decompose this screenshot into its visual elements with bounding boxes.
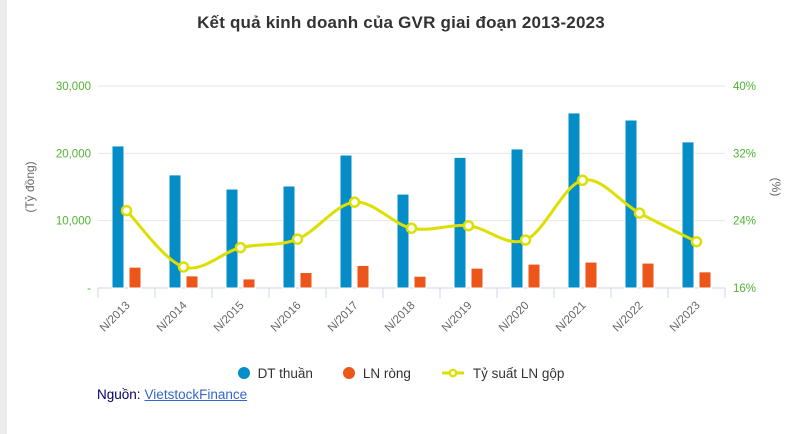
left-axis-title: (Tỷ đồng) bbox=[23, 161, 37, 212]
legend-label-profit: LN ròng bbox=[362, 365, 411, 381]
margin-point bbox=[234, 241, 247, 254]
x-axis-label: N/2016 bbox=[269, 300, 304, 335]
margin-point bbox=[633, 207, 646, 219]
x-axis-label: N/2017 bbox=[326, 300, 361, 335]
profit-bar bbox=[242, 278, 256, 289]
margin-point bbox=[291, 233, 304, 245]
x-axis-label: N/2019 bbox=[440, 300, 475, 335]
left-axis-tick-label: 10,000 bbox=[56, 216, 91, 228]
chart-canvas: 30,000 20,000 10,000 - 40% 32% 24% 16% (Tỷ đồng)… bbox=[23, 81, 783, 335]
margin-point bbox=[348, 196, 361, 208]
chart-title: Kết quả kinh doanh của GVR giai đoạn 201… bbox=[197, 13, 605, 32]
legend-label-revenue: DT thuần bbox=[257, 365, 313, 381]
revenue-bar bbox=[396, 193, 410, 289]
margin-point bbox=[519, 234, 532, 246]
source-link[interactable]: VietstockFinance bbox=[144, 387, 248, 402]
x-axis-label: N/2020 bbox=[497, 300, 532, 335]
profit-bar bbox=[470, 267, 484, 289]
revenue-bar bbox=[168, 174, 182, 289]
margin-point bbox=[405, 222, 418, 234]
profit-series-dot-icon bbox=[342, 367, 355, 379]
profit-bar bbox=[128, 266, 142, 289]
source-label: Nguồn: bbox=[97, 387, 141, 402]
right-axis-tick-label: 40% bbox=[733, 81, 756, 93]
left-axis-tick-label: 20,000 bbox=[56, 148, 91, 160]
right-axis-tick-label: 24% bbox=[733, 216, 756, 228]
profit-bar bbox=[584, 261, 598, 289]
legend-label-margin: Tỷ suất LN gộp bbox=[472, 365, 565, 381]
revenue-bar bbox=[510, 148, 524, 289]
revenue-series-dot-icon bbox=[237, 367, 250, 379]
left-axis-tick-label: 30,000 bbox=[56, 81, 91, 93]
margin-line-swatch-icon bbox=[441, 368, 464, 378]
right-axis-tick-label: 16% bbox=[733, 283, 756, 295]
margin-point bbox=[690, 235, 703, 248]
revenue-bar bbox=[681, 141, 695, 289]
chart-legend: DT thuần LN ròng Tỷ suất LN gộp bbox=[0, 361, 802, 385]
margin-point bbox=[120, 204, 133, 217]
revenue-bar bbox=[225, 188, 239, 289]
profit-bar bbox=[356, 264, 370, 289]
revenue-bar bbox=[111, 145, 125, 289]
source-line: Nguồn: VietstockFinance bbox=[97, 387, 247, 402]
legend-item-ty-suat[interactable]: Tỷ suất LN gộp bbox=[441, 365, 565, 381]
margin-point bbox=[177, 261, 190, 273]
legend-item-ln-rong[interactable]: LN ròng bbox=[342, 365, 411, 381]
margin-point bbox=[462, 219, 475, 232]
revenue-bar bbox=[567, 112, 581, 289]
profit-bar bbox=[527, 263, 541, 289]
x-axis-label: N/2013 bbox=[98, 300, 133, 335]
x-axis-label: N/2014 bbox=[155, 299, 190, 334]
profit-bar bbox=[413, 275, 427, 289]
x-axis-label: N/2021 bbox=[554, 300, 589, 335]
page-edge-strip bbox=[0, 0, 7, 434]
x-axis-label: N/2022 bbox=[611, 300, 646, 335]
x-axis-label: N/2023 bbox=[668, 300, 703, 335]
x-axis-label: N/2015 bbox=[212, 300, 247, 335]
profit-bar bbox=[698, 271, 712, 289]
x-axis-label: N/2018 bbox=[383, 300, 418, 335]
profit-bar bbox=[641, 262, 655, 289]
margin-point bbox=[576, 174, 589, 187]
right-axis-title: (%) bbox=[769, 178, 783, 197]
profit-bar bbox=[299, 272, 313, 289]
profit-bar bbox=[185, 275, 199, 289]
revenue-bar bbox=[339, 154, 353, 289]
right-axis-tick-label: 32% bbox=[733, 148, 756, 160]
left-axis-tick-label: - bbox=[87, 283, 91, 295]
legend-item-dt-thuan[interactable]: DT thuần bbox=[237, 365, 313, 381]
